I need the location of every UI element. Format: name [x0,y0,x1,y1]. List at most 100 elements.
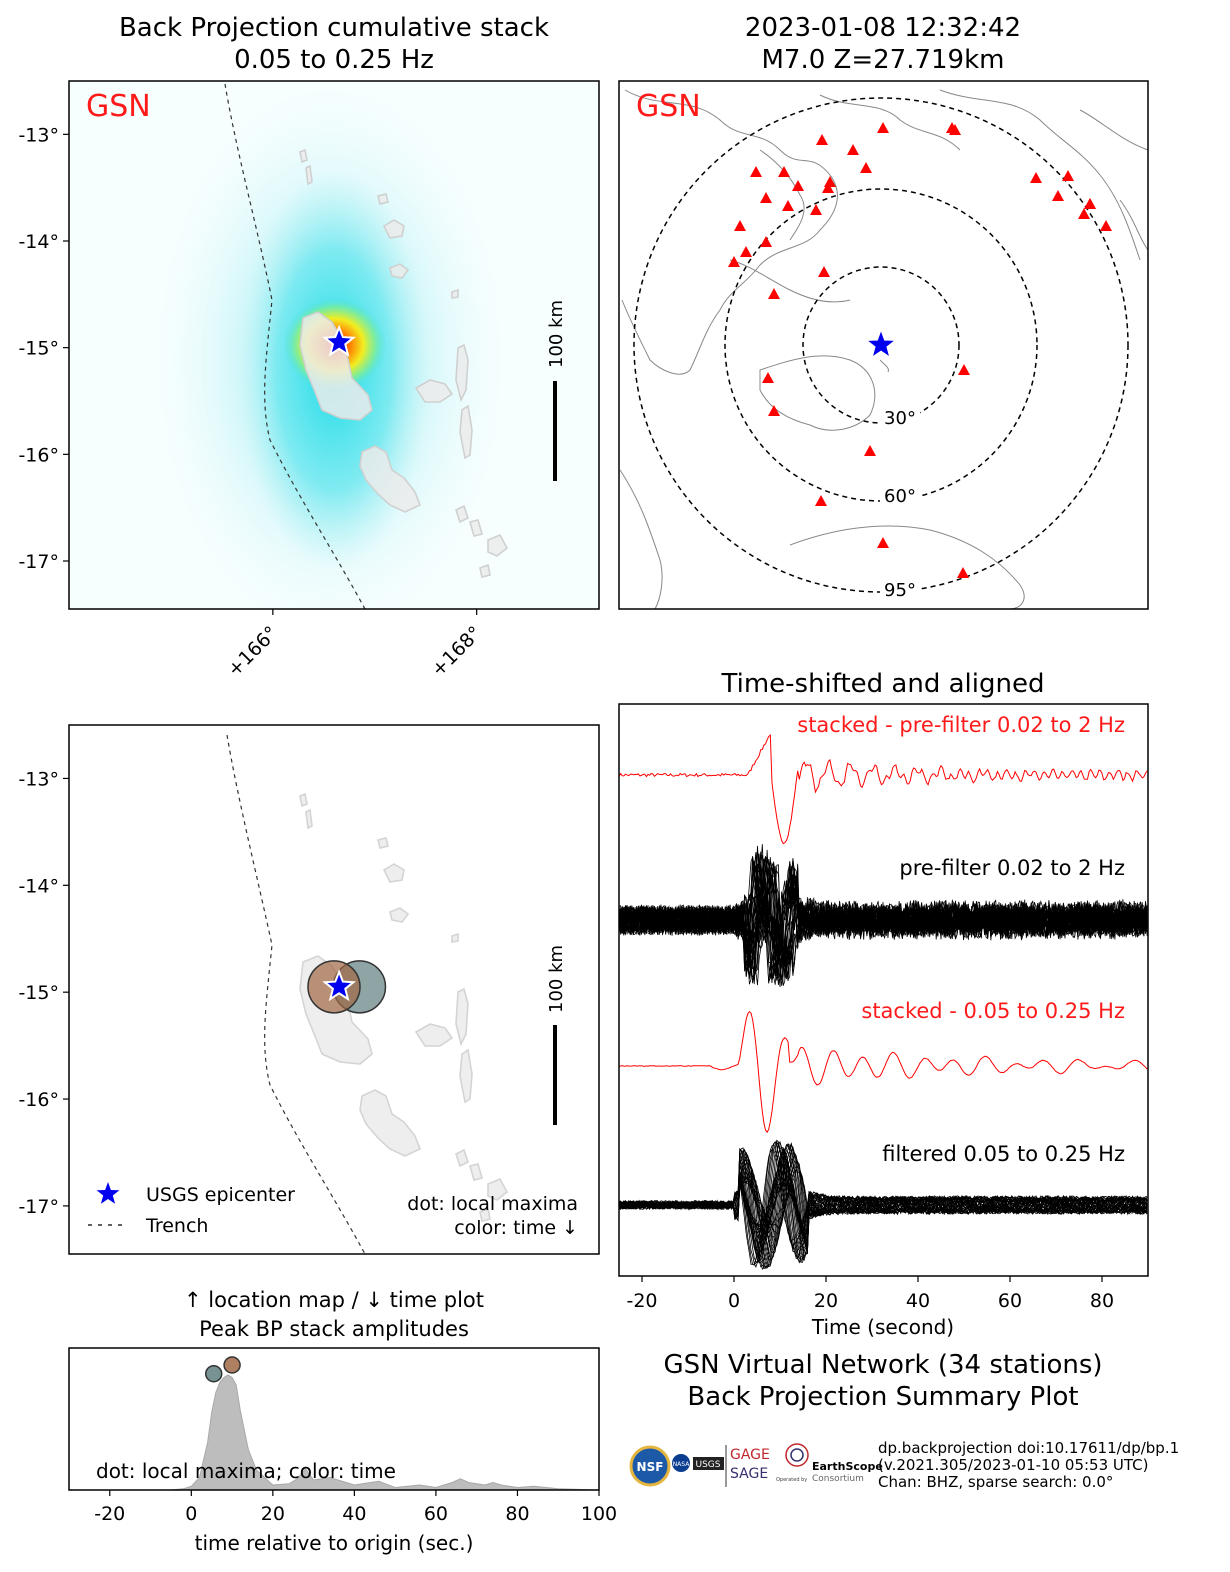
wave-x-tick: 0 [728,1290,740,1312]
wave-x-tick: 60 [998,1290,1022,1312]
svg-text:NASA: NASA [673,1461,691,1468]
island [299,311,373,421]
peak-x-tick: 0 [185,1503,197,1525]
station-marker-25 [768,405,780,416]
station-marker-24 [762,372,774,383]
island [455,343,469,403]
lat-ticks: -13° -14° -15° -16° -17° [18,768,69,1218]
bp-heatmap [69,81,599,609]
station-marker-20 [1052,190,1064,201]
island [389,263,410,279]
peak-x-tick: -20 [94,1503,125,1525]
island [479,1207,491,1222]
station-marker-17 [768,288,780,299]
station-marker-16 [818,266,830,277]
broadband-trace-32 [619,856,1148,983]
location-note-line1: dot: local maxima [407,1193,578,1215]
island [455,987,469,1047]
wave-xlabel: Time (second) [811,1315,954,1339]
island [455,1148,469,1168]
peak-maxima [204,1356,241,1383]
peak-maximum-0 [204,1365,223,1383]
station-marker-10 [782,200,794,211]
station-marker-2 [877,122,889,133]
peak-plot-panel: ↑ location map / ↓ time plot Peak BP sta… [68,1288,617,1555]
ring-labels: 30° 60° 95° [880,404,920,602]
gage-logo: GAGE [730,1447,770,1463]
peak-xlabel: time relative to origin (sec.) [195,1531,474,1555]
stack-broadband-trace [619,734,1148,845]
bp-network-label: GSN [86,89,151,124]
station-marker-5 [750,166,762,177]
peak-title-line2: Peak BP stack amplitudes [199,1317,469,1341]
wave-label-filtered: filtered 0.05 to 0.25 Hz [882,1142,1125,1166]
island [389,907,410,923]
island [469,1163,483,1181]
station-marker-14 [740,246,752,257]
peak-x-tick: 100 [581,1503,617,1525]
ring-label-30: 30° [884,408,916,429]
lat-tick-label: -14° [18,231,59,253]
lat-tick-label: -15° [18,338,59,360]
epicenter-star [322,324,357,357]
location-note-line2: color: time ↓ [454,1217,578,1239]
stack-filtered-trace [619,1010,1148,1134]
broadband-trace-33 [619,857,1148,984]
station-marker-3 [860,162,872,173]
peak-title-line1: ↑ location map / ↓ time plot [184,1288,484,1312]
sage-logo: SAGE [730,1466,768,1482]
station-map-title-line1: 2023-01-08 12:32:42 [745,13,1021,43]
station-marker-18 [1030,172,1042,183]
island [305,164,313,186]
island [305,808,313,830]
svg-text:NSF: NSF [637,1460,664,1474]
waveform-frame [618,703,1149,1277]
station-marker-6 [778,166,790,177]
svg-text:EarthScope: EarthScope [812,1460,883,1473]
lat-tick-label: -17° [18,1196,59,1218]
peak-note: dot: local maxima; color: time [96,1459,396,1483]
summary-info-line1: dp.backprojection doi:10.17611/dp/bp.1 [878,1439,1179,1457]
islands [299,148,509,578]
legend-epicenter-label: USGS epicenter [146,1184,295,1206]
lat-tick-label: -17° [18,551,59,573]
wave-x-tick: 40 [906,1290,930,1312]
filtered-trace-25 [619,1147,1148,1263]
trench-line [224,83,366,609]
station-marker-7 [792,180,804,191]
lat-tick-label: -13° [18,124,59,146]
island [382,863,405,883]
island [377,193,389,205]
scale-bar-label: 100 km [546,300,567,368]
island [459,1048,473,1104]
island [359,445,422,513]
station-marker-12 [734,220,746,231]
lat-ticks: -13° -14° -15° -16° -17° [18,124,69,573]
station-network-label: GSN [636,89,701,124]
epicenter-star [868,331,894,356]
peak-x-tick: 80 [505,1503,529,1525]
station-marker-13 [760,236,772,247]
stations [728,122,1112,578]
filtered-trace-29 [619,1139,1148,1262]
island [414,379,454,403]
station-marker-33 [1084,198,1096,209]
lat-tick-label: -15° [18,982,59,1004]
peak-x-tick: 20 [261,1503,285,1525]
peak-x-tick: 40 [342,1503,366,1525]
summary-info-line3: Chan: BHZ, sparse search: 0.0° [878,1473,1113,1491]
station-marker-1 [847,144,859,155]
usgs-logo: USGS [693,1457,724,1470]
waveform-title: Time-shifted and aligned [721,669,1045,699]
waveforms [619,734,1148,1271]
summary-title-line1: GSN Virtual Network (34 stations) [663,1350,1102,1380]
station-map-frame [618,80,1149,610]
filtered-trace-32 [619,1144,1148,1266]
summary-title-line2: Back Projection Summary Plot [687,1382,1078,1412]
station-marker-26 [958,364,970,375]
island [359,1089,422,1157]
filtered-trace-27 [619,1141,1148,1264]
peak-plot-frame [68,1347,600,1491]
wave-x-tick: -20 [626,1290,657,1312]
